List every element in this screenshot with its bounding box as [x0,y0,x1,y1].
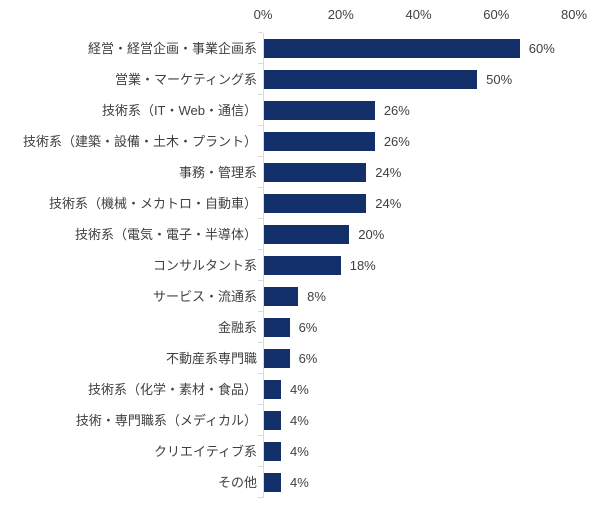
value-label: 60% [528,41,555,56]
bar [264,194,367,213]
x-axis-tick-label: 60% [483,7,510,22]
category-label: その他 [217,475,257,490]
bar-track: 4% [258,435,605,467]
chart-row: 技術系（電気・電子・半導体） 20% [0,218,605,250]
chart-row: サービス・流通系 8% [0,280,605,312]
chart-row: 技術系（IT・Web・通信） 26% [0,94,605,126]
bar-track: 4% [258,466,605,498]
chart-row: クリエイティブ系 4% [0,435,605,467]
bar-track: 24% [258,187,605,219]
chart-row: コンサルタント系 18% [0,249,605,281]
bar [264,163,367,182]
bar-track: 26% [258,94,605,126]
bar [264,473,282,492]
category-label: 技術系（機械・メカトロ・自動車） [48,196,257,211]
bar [264,349,290,368]
value-label: 4% [290,444,309,459]
bar [264,39,520,58]
category-label: 技術系（IT・Web・通信） [101,103,257,118]
value-label: 8% [307,289,326,304]
category-label: コンサルタント系 [152,258,257,273]
value-label: 26% [383,134,410,149]
chart-row: 技術系（建築・設備・土木・プラント） 26% [0,125,605,157]
x-axis-tick-label: 0% [253,7,273,22]
bar [264,256,341,275]
bar-track: 4% [258,404,605,436]
category-label: 金融系 [217,320,257,335]
bar [264,132,375,151]
chart-row: 経営・経営企画・事業企画系 60% [0,32,605,64]
x-axis-tick-label: 80% [560,7,588,22]
chart-row: 事務・管理系 24% [0,156,605,188]
x-axis-tick-label: 20% [327,7,354,22]
chart-row: その他 4% [0,466,605,498]
category-label: 経営・経営企画・事業企画系 [87,41,257,56]
category-label: 事務・管理系 [178,165,257,180]
bar-track: 24% [258,156,605,188]
bar-track: 6% [258,342,605,374]
chart-rows: 経営・経営企画・事業企画系 60% 営業・マーケティング系 50% 技術系（IT… [0,32,605,498]
chart-row: 営業・マーケティング系 50% [0,63,605,95]
chart-row: 技術系（機械・メカトロ・自動車） 24% [0,187,605,219]
bar-track: 50% [258,63,605,95]
bar [264,442,282,461]
chart-row: 技術・専門職系（メディカル） 4% [0,404,605,436]
bar-track: 6% [258,311,605,343]
category-label: 技術系（建築・設備・土木・プラント） [22,134,257,149]
value-label: 24% [375,165,402,180]
category-label: 技術系（電気・電子・半導体） [74,227,257,242]
value-label: 6% [298,351,318,366]
value-label: 20% [358,227,385,242]
chart-row: 技術系（化学・素材・食品） 4% [0,373,605,405]
bar-track: 8% [258,280,605,312]
bar-track: 18% [258,249,605,281]
bar-track: 20% [258,218,605,250]
bar [264,225,350,244]
bar [264,70,478,89]
value-label: 4% [290,413,309,428]
value-label: 18% [349,258,376,273]
value-label: 4% [290,382,309,397]
bar-track: 60% [258,32,605,64]
bar [264,318,290,337]
category-label: 技術系（化学・素材・食品） [87,382,257,397]
bar [264,411,282,430]
chart-row: 不動産系専門職 6% [0,342,605,374]
bar-track: 26% [258,125,605,157]
x-axis: 0% 20% 40% 60% 80% [254,0,587,33]
category-label: サービス・流通系 [152,289,257,304]
bar [264,380,282,399]
category-label: 不動産系専門職 [165,351,257,366]
category-label: 技術・専門職系（メディカル） [75,413,257,428]
category-label: クリエイティブ系 [154,444,257,459]
value-label: 50% [486,72,513,87]
value-label: 6% [298,320,318,335]
chart-row: 金融系 6% [0,311,605,343]
value-label: 24% [375,196,402,211]
bar [264,101,375,120]
category-label: 営業・マーケティング系 [115,72,257,87]
value-label: 4% [290,475,309,490]
x-axis-tick-label: 40% [405,7,432,22]
value-label: 26% [383,103,410,118]
bar-track: 4% [258,373,605,405]
bar [264,287,299,306]
